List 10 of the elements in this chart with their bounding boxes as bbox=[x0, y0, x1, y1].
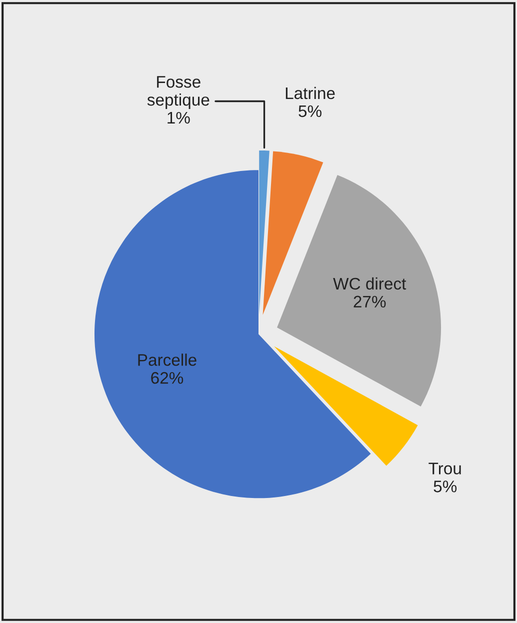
slice-label: Latrine bbox=[286, 86, 335, 100]
data-label: 62% bbox=[151, 372, 184, 384]
slice-label: Trou bbox=[428, 462, 461, 474]
slice-label: Parcelle bbox=[138, 354, 196, 366]
slice-label: Fosse septique bbox=[147, 76, 210, 110]
slice-label: WC direct bbox=[333, 277, 406, 290]
data-label: 5% bbox=[434, 480, 457, 492]
data-label: 5% bbox=[298, 105, 322, 118]
data-label: 1% bbox=[168, 112, 190, 124]
data-label: 27% bbox=[354, 296, 386, 308]
